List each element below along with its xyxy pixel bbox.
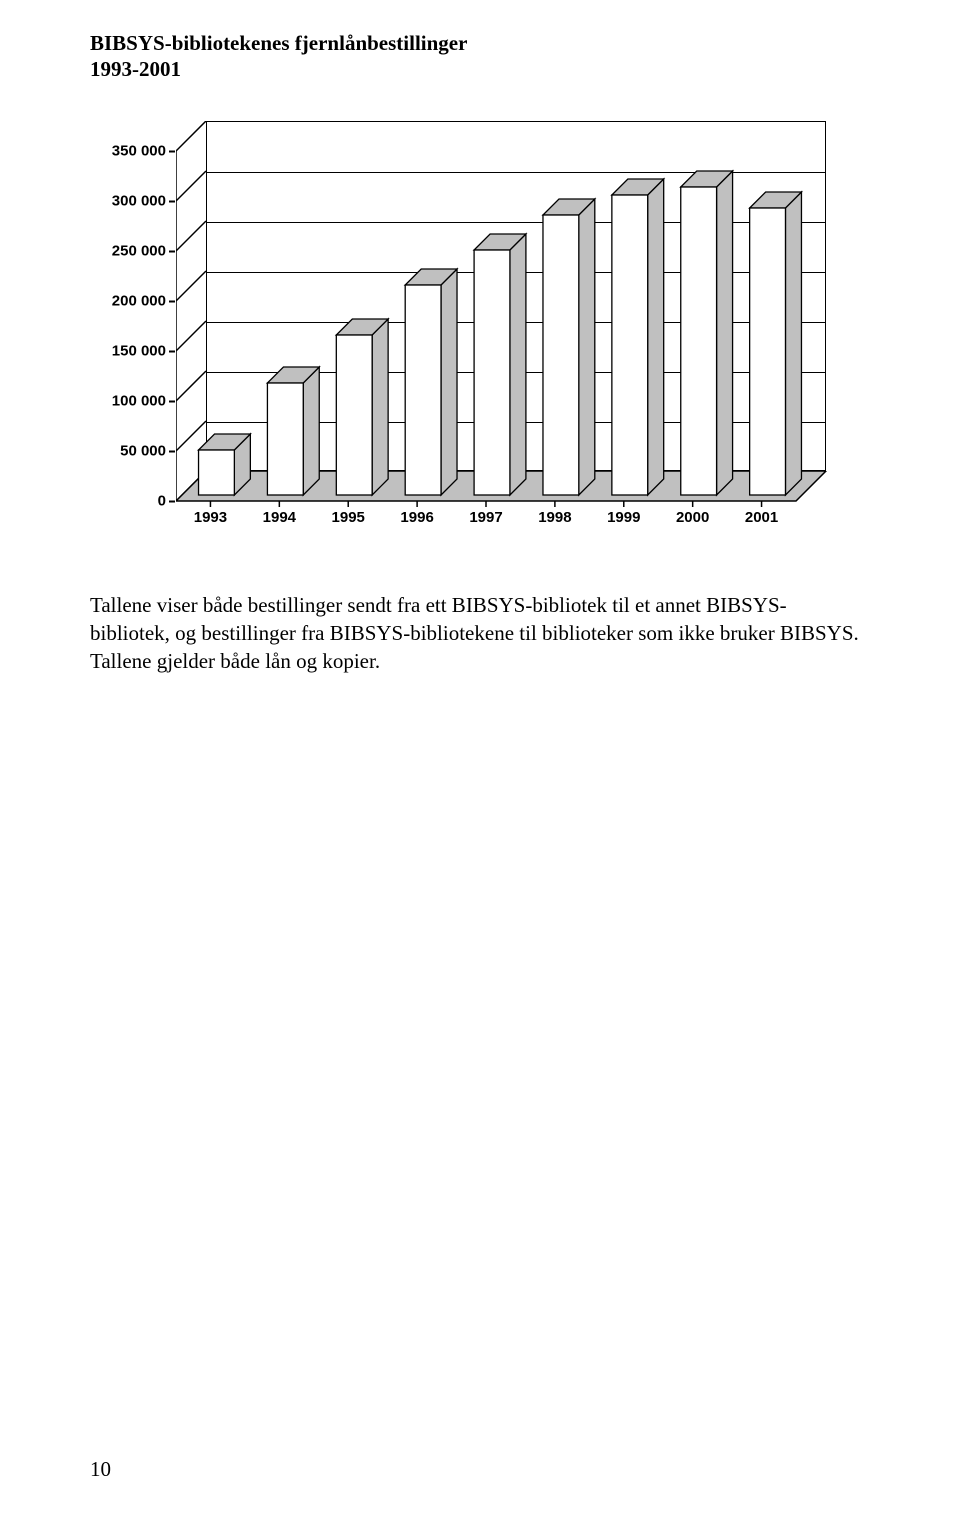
x-axis-labels: 1993 1994 1995 1996 1997 1998 1999 2000 2001 xyxy=(176,509,836,539)
y-tick-label: 0 xyxy=(158,492,175,509)
x-tick-label: 1997 xyxy=(469,509,502,526)
y-tick-label: 150 000 xyxy=(112,342,175,359)
y-tick-label: 350 000 xyxy=(112,142,175,159)
y-tick-label: 100 000 xyxy=(112,392,175,409)
y-tick-label: 250 000 xyxy=(112,242,175,259)
x-tick-label: 1993 xyxy=(194,509,227,526)
title-line-1: BIBSYS-bibliotekenes fjernlånbestillinge… xyxy=(90,30,870,56)
y-tick-label: 300 000 xyxy=(112,192,175,209)
chart-bars xyxy=(176,121,836,501)
x-tick-label: 1998 xyxy=(538,509,571,526)
x-tick-label: 1994 xyxy=(263,509,296,526)
y-axis-labels: 050 000100 000150 000200 000250 000300 0… xyxy=(90,121,175,501)
page-number: 10 xyxy=(90,1457,111,1482)
x-tick-label: 1996 xyxy=(400,509,433,526)
title-line-2: 1993-2001 xyxy=(90,56,870,82)
chart-title: BIBSYS-bibliotekenes fjernlånbestillinge… xyxy=(90,30,870,83)
plot-area xyxy=(176,121,836,501)
y-tick-label: 50 000 xyxy=(120,442,175,459)
x-tick-label: 2001 xyxy=(745,509,778,526)
x-tick-label: 1995 xyxy=(332,509,365,526)
bar-chart: 0 50 000 100 000 150 000 200 000 250 000 300 0… xyxy=(90,121,850,551)
x-tick-label: 2000 xyxy=(676,509,709,526)
x-tick-label: 1999 xyxy=(607,509,640,526)
chart-caption: Tallene viser både bestillinger sendt fr… xyxy=(90,591,860,676)
y-tick-label: 200 000 xyxy=(112,292,175,309)
